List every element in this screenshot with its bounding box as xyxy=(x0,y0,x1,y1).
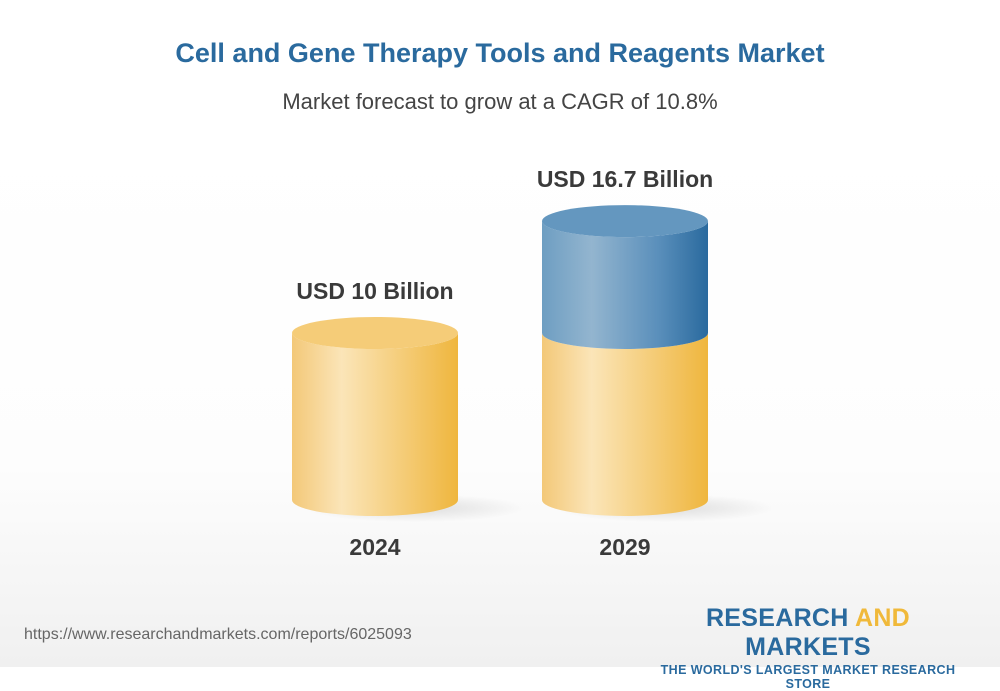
chart-subtitle: Market forecast to grow at a CAGR of 10.… xyxy=(282,89,718,114)
source-url[interactable]: https://www.researchandmarkets.com/repor… xyxy=(24,626,412,643)
data-label: USD 10 Billion xyxy=(296,278,453,304)
data-label: USD 16.7 Billion xyxy=(537,166,713,192)
cylinder-top xyxy=(292,317,458,349)
cylinder-chart: USD 10 Billion 2024 USD 16.7 Billion 2029 xyxy=(292,166,775,560)
cylinder-base-segment xyxy=(292,333,458,516)
research-and-markets-logo: RESEARCH AND MARKETS THE WORLD'S LARGEST… xyxy=(640,604,976,691)
category-label: 2029 xyxy=(599,534,650,560)
logo-tagline: THE WORLD'S LARGEST MARKET RESEARCH STOR… xyxy=(660,663,956,691)
cylinder-base-segment xyxy=(542,333,708,516)
cylinder-growth-segment xyxy=(542,221,708,349)
logo-word-research: RESEARCH xyxy=(705,604,849,632)
category-label: 2024 xyxy=(349,534,400,560)
logo-word-markets: MARKETS xyxy=(745,633,871,661)
cylinder-top xyxy=(542,205,708,238)
logo-word-and: AND xyxy=(854,604,911,632)
chart-title: Cell and Gene Therapy Tools and Reagents… xyxy=(175,38,825,68)
